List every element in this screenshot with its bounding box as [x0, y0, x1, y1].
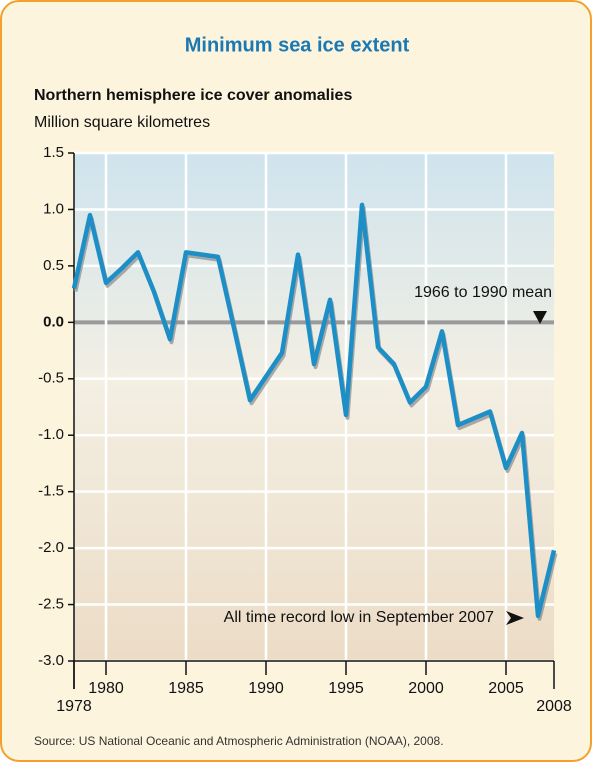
- data-line: [71, 202, 557, 619]
- y-tick-label: -1.0: [38, 426, 64, 443]
- x-tick-label: 1978: [56, 698, 92, 715]
- x-tick-label: 2005: [488, 680, 524, 697]
- y-tick-label: -2.0: [38, 539, 64, 556]
- x-tick-label: 2008: [536, 698, 572, 715]
- y-tick-label: -1.5: [38, 483, 64, 500]
- x-tick-label: 1995: [328, 680, 364, 697]
- source: Source: US National Oceanic and Atmosphe…: [34, 734, 444, 748]
- y-tick-label: -3.0: [38, 652, 64, 669]
- x-tick-label: 2000: [408, 680, 444, 697]
- annotation-arrow: [506, 611, 524, 625]
- plot-area: [74, 153, 554, 661]
- y-tick-label: 0.5: [43, 257, 64, 274]
- x-tick-label: 1985: [168, 680, 204, 697]
- x-tick-label: 1980: [88, 680, 124, 697]
- annotation: All time record low in September 2007: [224, 609, 494, 626]
- y-axis-label: Million square kilometres: [34, 114, 210, 131]
- annotation-arrow: [533, 311, 547, 324]
- y-tick-label: 1.5: [43, 144, 64, 161]
- y-tick-label: 1.0: [43, 200, 64, 217]
- y-tick-label: -2.5: [38, 596, 64, 613]
- y-tick-label: 0.0: [43, 313, 64, 330]
- subtitle: Northern hemisphere ice cover anomalies: [34, 87, 352, 104]
- y-tick-label: -0.5: [38, 370, 64, 387]
- annotation: 1966 to 1990 mean: [414, 284, 552, 301]
- chart-title: Minimum sea ice extent: [185, 34, 410, 56]
- x-tick-label: 1990: [248, 680, 284, 697]
